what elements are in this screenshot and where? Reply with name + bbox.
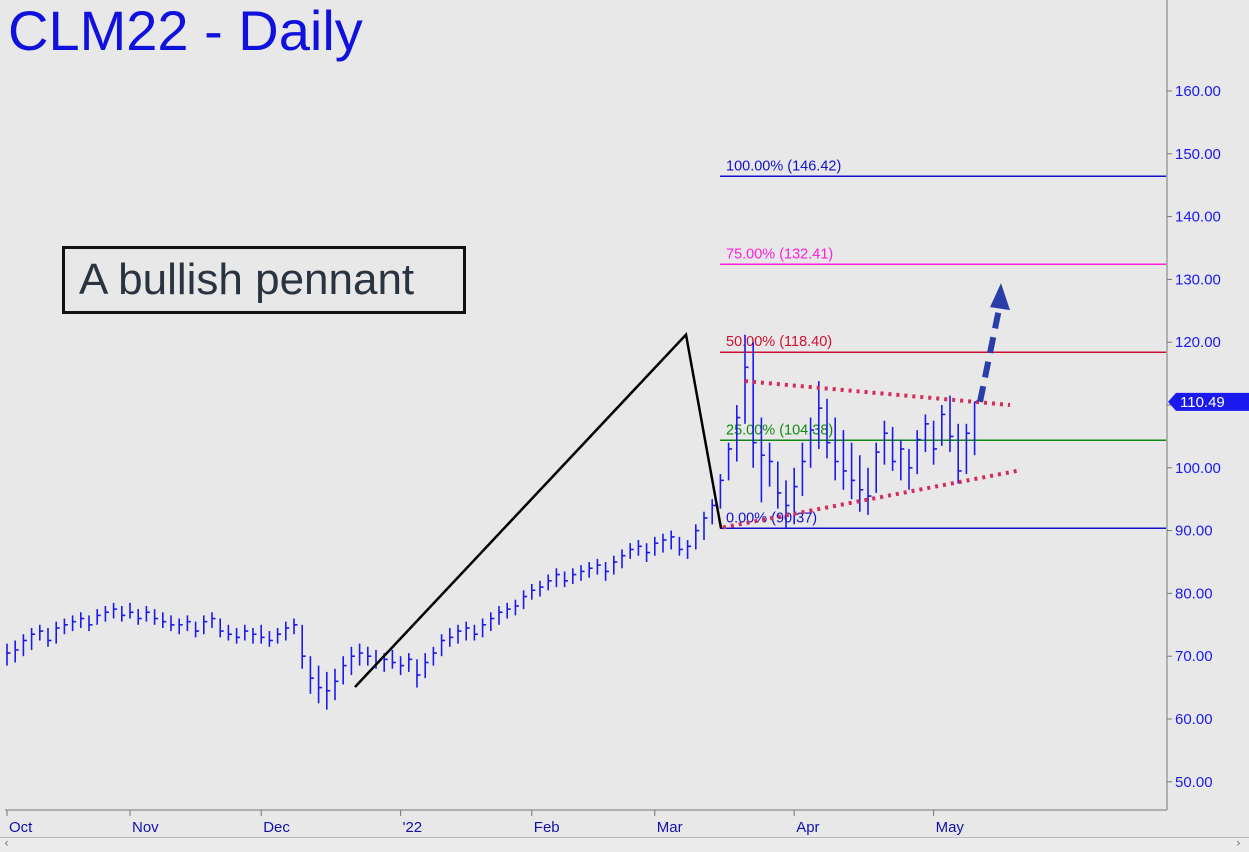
last-price-marker <box>1168 392 1249 411</box>
price-axis: 50.0060.0070.0080.0090.00100.00110.00120… <box>1166 0 1249 810</box>
y-tick-label: 160.00 <box>1175 83 1221 100</box>
x-tick-label: '22 <box>403 819 423 836</box>
last-price-label: 110.49 <box>1180 394 1225 411</box>
y-tick-label: 100.00 <box>1175 460 1221 477</box>
breakout-arrow-head-icon <box>990 283 1010 311</box>
pennant-lower-trendline <box>722 468 1021 530</box>
y-tick-label: 150.00 <box>1175 146 1221 163</box>
y-tick-label: 130.00 <box>1175 271 1221 288</box>
date-axis: Oct Nov Dec '22 Feb Mar Apr May <box>6 810 965 836</box>
y-tick-label: 60.00 <box>1175 711 1213 728</box>
y-tick-label: 70.00 <box>1175 648 1213 665</box>
scroll-left-icon[interactable]: ‹ <box>4 836 9 850</box>
fib-level-label: 75.00% (132.41) <box>726 246 833 262</box>
chart-title: CLM22 - Daily <box>8 0 363 62</box>
y-tick-label: 120.00 <box>1175 334 1221 351</box>
x-tick-label: Mar <box>657 819 683 836</box>
x-tick-label: Feb <box>534 819 560 836</box>
pattern-overlays <box>354 283 1021 688</box>
fib-level-label: 100.00% (146.42) <box>726 158 841 174</box>
horizontal-scrollbar[interactable]: ‹ › <box>0 836 1249 852</box>
x-tick-label: May <box>936 819 965 836</box>
annotation-box: A bullish pennant <box>62 246 466 314</box>
x-tick-label: Oct <box>9 819 33 836</box>
x-tick-label: Dec <box>263 819 290 836</box>
scroll-right-icon[interactable]: › <box>1236 836 1241 850</box>
y-tick-label: 80.00 <box>1175 585 1213 602</box>
y-tick-label: 140.00 <box>1175 209 1221 226</box>
price-bars <box>6 334 979 710</box>
y-tick-label: 90.00 <box>1175 523 1213 540</box>
y-tick-label: 50.00 <box>1175 774 1213 791</box>
x-tick-label: Apr <box>796 819 819 836</box>
x-tick-label: Nov <box>132 819 159 836</box>
fib-level-label: 50.00% (118.40) <box>726 334 832 350</box>
breakout-arrow-shaft <box>977 308 1002 403</box>
fib-level-label: 25.00% (104.38) <box>726 422 833 438</box>
impulse-swing-line <box>354 331 723 688</box>
